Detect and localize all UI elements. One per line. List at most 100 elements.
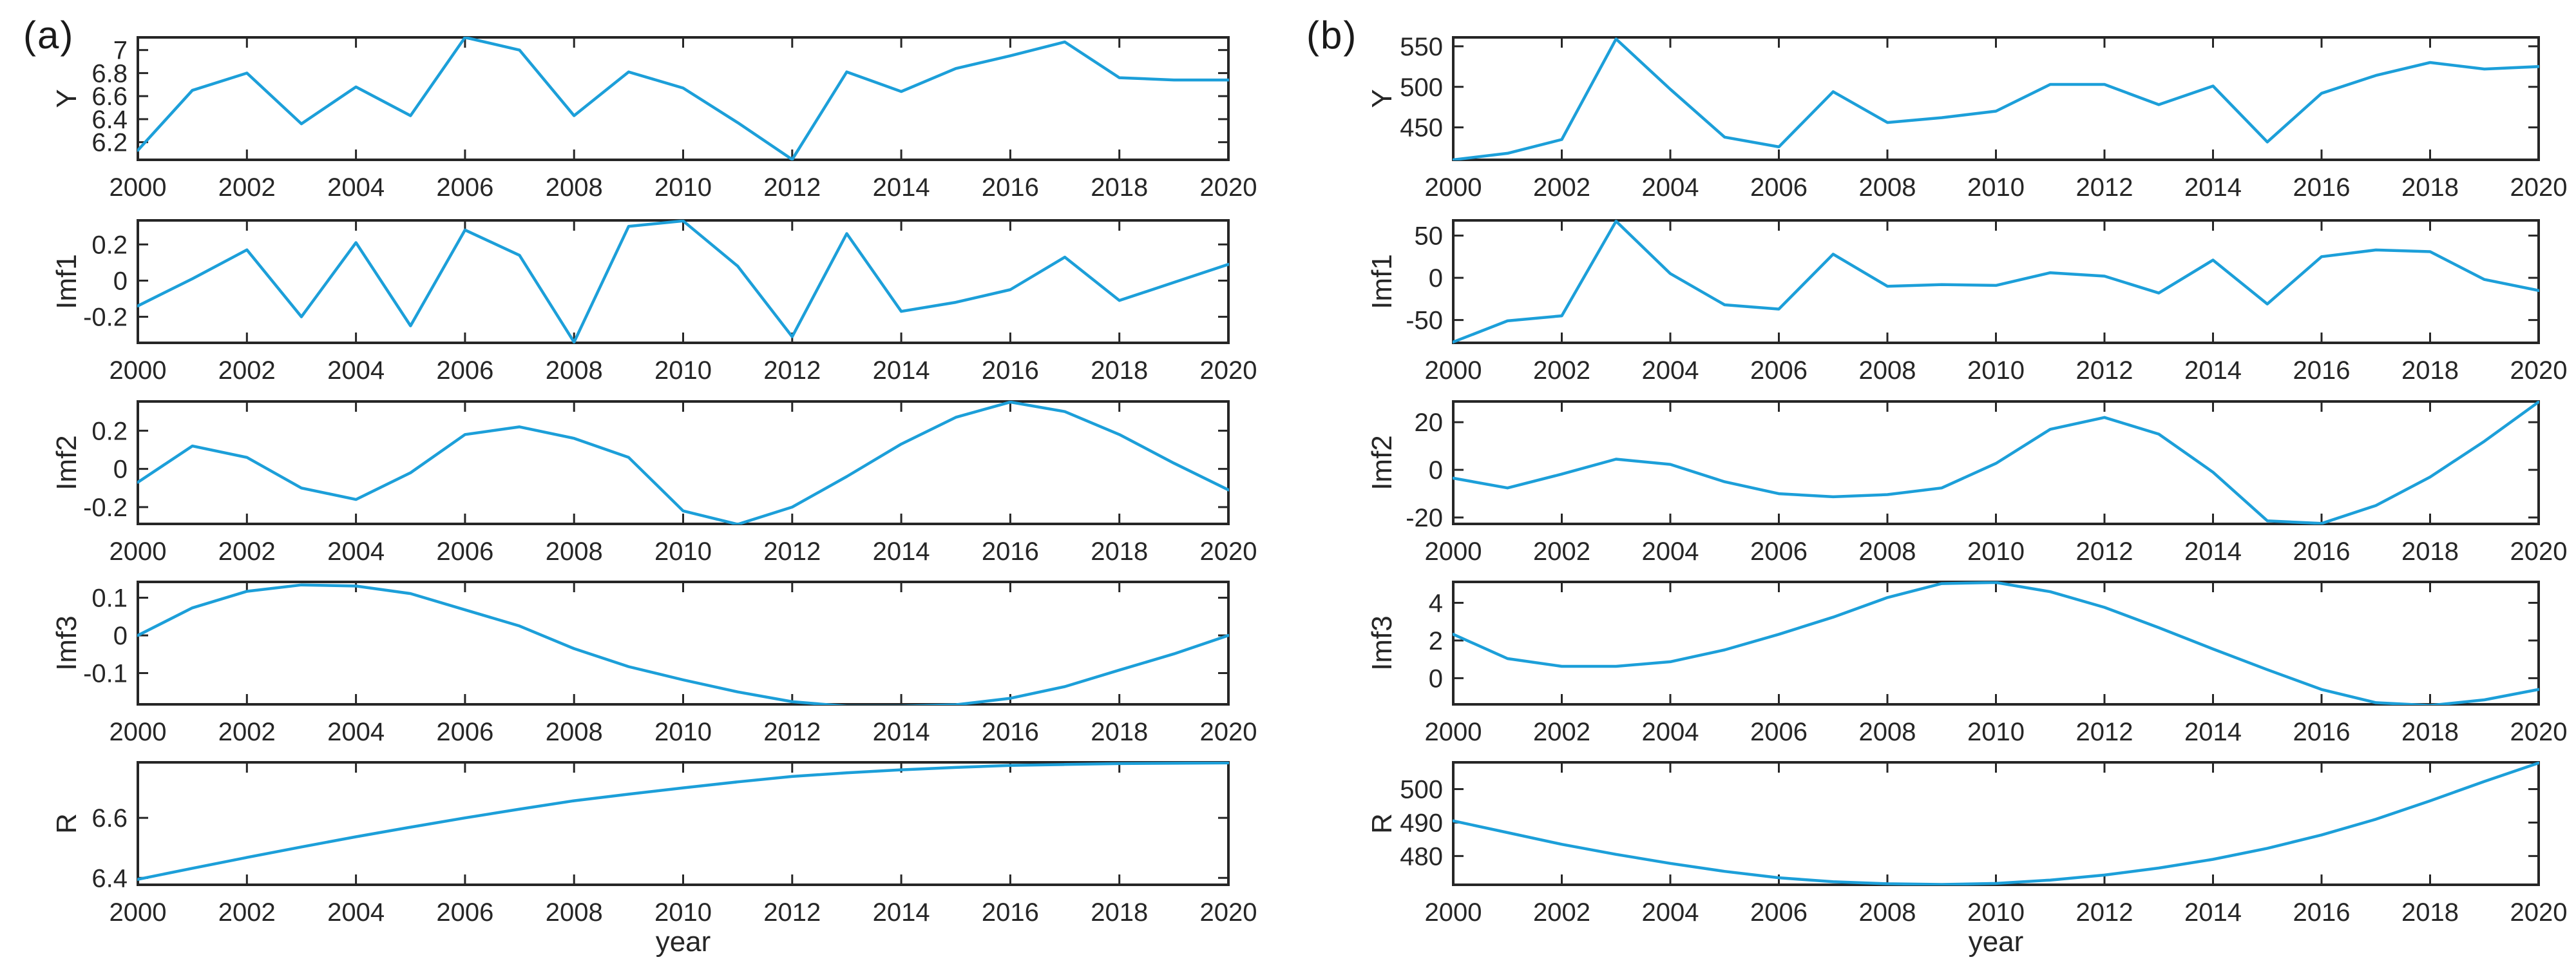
y-tick-label: 480 [1400, 842, 1443, 871]
x-tick-label: 2000 [1425, 173, 1482, 202]
x-tick-label: 2002 [218, 356, 276, 385]
x-tick-label: 2010 [654, 356, 712, 385]
y-tick-label: 0.2 [91, 231, 128, 259]
x-tick-label: 2016 [982, 718, 1039, 746]
y-tick-label: 6.4 [91, 106, 128, 134]
x-tick-label: 2006 [1750, 173, 1808, 202]
y-tick-label: 450 [1400, 114, 1443, 142]
y-tick-label: 6.6 [91, 804, 128, 833]
x-tick-label: 2008 [546, 173, 603, 202]
x-tick-label: 2006 [1750, 537, 1808, 566]
series-line [137, 220, 1229, 343]
x-tick-label: 2010 [1967, 173, 2025, 202]
series-line [1453, 762, 2539, 885]
x-tick-label: 2012 [763, 898, 821, 927]
x-tick-label: 2014 [873, 173, 930, 202]
x-tick-label: 2010 [1967, 898, 2025, 927]
y-tick-label: 20 [1415, 409, 1444, 437]
x-tick-label: 2004 [1642, 718, 1699, 746]
x-tick-label: 2016 [982, 898, 1039, 927]
x-tick-label: 2014 [873, 718, 930, 746]
x-tick-label: 2016 [2293, 537, 2351, 566]
x-tick-label: 2002 [1533, 537, 1590, 566]
x-tick-label: 2018 [1091, 173, 1148, 202]
x-tick-label: 2008 [546, 356, 603, 385]
x-tick-label: 2008 [1859, 537, 1916, 566]
x-tick-label: 2018 [1091, 356, 1148, 385]
x-tick-label: 2012 [2076, 718, 2133, 746]
series-line [1453, 401, 2539, 525]
x-tick-label: 2014 [2184, 898, 2242, 927]
y-tick-label: -0.2 [83, 494, 128, 522]
x-tick-label: 2014 [2184, 718, 2242, 746]
x-tick-label: 2012 [2076, 898, 2133, 927]
x-tick-label: 2002 [1533, 356, 1590, 385]
x-tick-label: 2004 [1642, 898, 1699, 927]
x-tick-label: 2010 [1967, 718, 2025, 746]
y-tick-label: 500 [1400, 73, 1443, 102]
y-tick-label: 0 [113, 456, 128, 484]
x-tick-label: 2020 [1200, 898, 1257, 927]
x-tick-label: 2008 [1859, 898, 1916, 927]
x-tick-label: 2000 [110, 898, 167, 927]
x-tick-label: 2010 [654, 718, 712, 746]
x-tick-label: 2010 [1967, 356, 2025, 385]
x-tick-label: 2016 [2293, 173, 2351, 202]
y-tick-label: 4 [1429, 589, 1443, 617]
y-tick-label: 50 [1415, 222, 1444, 251]
y-tick-label: 0 [113, 622, 128, 650]
x-tick-label: 2016 [982, 173, 1039, 202]
x-tick-label: 2012 [763, 718, 821, 746]
x-tick-label: 2006 [436, 537, 493, 566]
x-tick-label: 2002 [218, 718, 276, 746]
y-tick-label: 0 [1429, 456, 1443, 485]
x-tick-label: 2004 [327, 173, 385, 202]
x-tick-label: 2020 [1200, 173, 1257, 202]
x-tick-label: 2004 [1642, 173, 1699, 202]
x-tick-label: 2006 [1750, 898, 1808, 927]
y-tick-label: 490 [1400, 809, 1443, 837]
x-tick-label: 2012 [763, 173, 821, 202]
x-tick-label: 2020 [2510, 718, 2568, 746]
x-tick-label: 2014 [2184, 356, 2242, 385]
x-tick-label: 2010 [654, 537, 712, 566]
series-line [1453, 581, 2539, 705]
x-tick-label: 2000 [110, 173, 167, 202]
x-tick-label: 2020 [1200, 537, 1257, 566]
series-line [137, 37, 1229, 160]
x-tick-label: 2000 [1425, 718, 1482, 746]
x-tick-label: 2002 [1533, 898, 1590, 927]
x-tick-label: 2000 [110, 356, 167, 385]
y-tick-label: 0 [113, 267, 128, 295]
panel-b-label: (b) [1306, 14, 1358, 57]
x-tick-label: 2004 [1642, 537, 1699, 566]
x-tick-label: 2020 [2510, 537, 2568, 566]
x-tick-label: 2006 [436, 718, 493, 746]
series-line [137, 401, 1229, 525]
y-tick-label: -0.2 [83, 304, 128, 332]
series-line [1453, 37, 2539, 160]
x-tick-label: 2008 [546, 898, 603, 927]
x-tick-label: 2004 [327, 898, 385, 927]
x-tick-label: 2010 [1967, 537, 2025, 566]
y-tick-label: 6.2 [91, 129, 128, 157]
x-tick-label: 2014 [2184, 173, 2242, 202]
y-tick-label: -50 [1406, 307, 1443, 335]
x-tick-label: 2018 [1091, 898, 1148, 927]
x-tick-label: 2008 [546, 718, 603, 746]
y-tick-label: 0 [1429, 664, 1443, 693]
y-tick-label: -0.1 [83, 659, 128, 688]
x-tick-label: 2002 [1533, 718, 1590, 746]
x-tick-label: 2020 [1200, 356, 1257, 385]
y-tick-label: 0 [1429, 264, 1443, 293]
y-tick-label: 6.4 [91, 864, 128, 893]
x-tick-label: 2016 [982, 537, 1039, 566]
y-tick-label: 6.6 [91, 82, 128, 111]
x-tick-label: 2020 [1200, 718, 1257, 746]
x-tick-label: 2012 [763, 356, 821, 385]
y-tick-label: 550 [1400, 33, 1443, 61]
x-tick-label: 2002 [1533, 173, 1590, 202]
x-tick-label: 2020 [2510, 356, 2568, 385]
x-tick-label: 2008 [1859, 718, 1916, 746]
x-tick-label: 2016 [2293, 356, 2351, 385]
